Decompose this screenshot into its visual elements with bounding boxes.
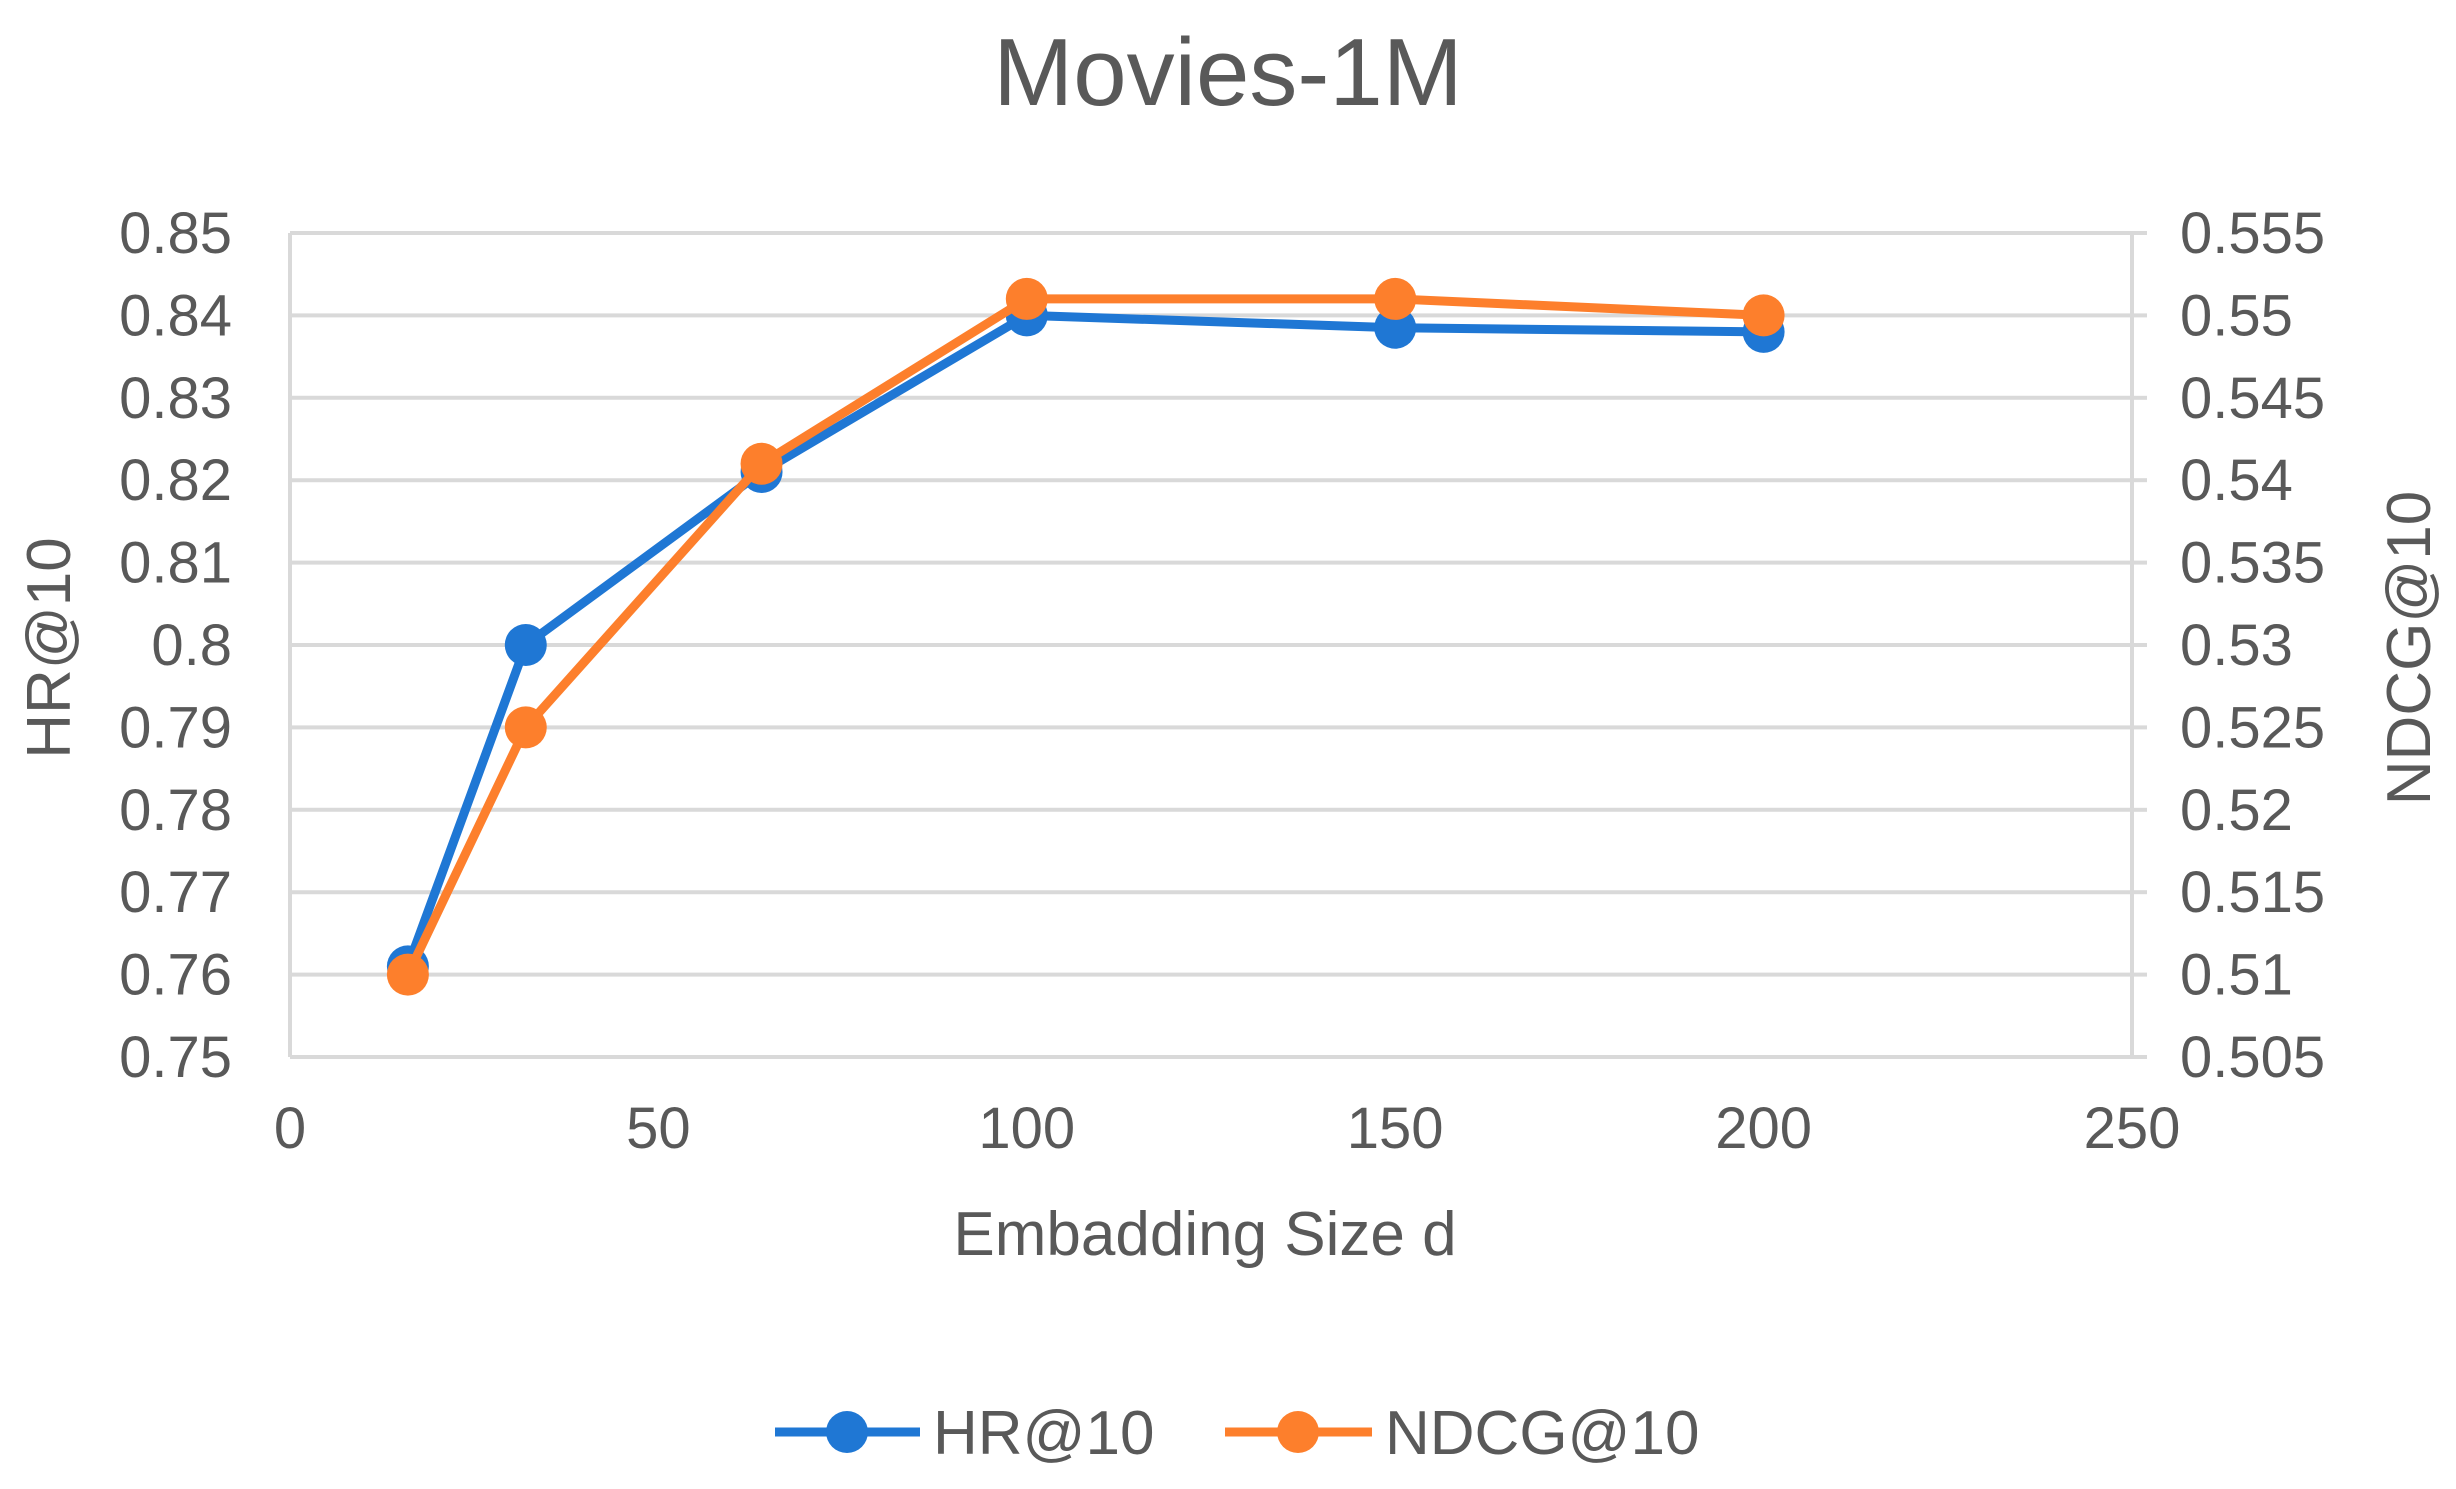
series-lines xyxy=(386,277,1785,996)
left-y-tick-label: 0.78 xyxy=(119,778,232,843)
right-y-axis: 0.505 0.51 0.515 0.52 0.525 0.53 0.535 0.54 0.54… xyxy=(2130,201,2325,1090)
right-y-tick-label: 0.54 xyxy=(2180,448,2293,513)
right-y-tick-label: 0.525 xyxy=(2180,695,2325,760)
left-y-tick-label: 0.79 xyxy=(119,695,232,760)
left-y-tick-label: 0.8 xyxy=(151,613,232,678)
left-y-tick-label: 0.84 xyxy=(119,283,232,348)
left-y-axis-title: HR@10 xyxy=(15,537,84,758)
right-y-tick-label: 0.55 xyxy=(2180,283,2293,348)
left-y-tick-label: 0.83 xyxy=(119,366,232,431)
left-y-tick-label: 0.77 xyxy=(119,860,232,925)
data-point-hr xyxy=(504,624,547,666)
legend-label-ndcg: NDCG@10 xyxy=(1385,1399,1699,1468)
x-tick-label: 150 xyxy=(1347,1096,1444,1161)
series-line-hr xyxy=(403,310,1764,968)
left-y-tick-label: 0.85 xyxy=(119,201,232,266)
legend-marker-ndcg xyxy=(1277,1411,1319,1453)
series-line-ndcg xyxy=(403,294,1764,977)
x-tick-label: 250 xyxy=(2084,1096,2181,1161)
legend-item-hr: HR@10 xyxy=(775,1399,1154,1468)
right-y-tick-label: 0.555 xyxy=(2180,201,2325,266)
x-tick-label: 50 xyxy=(626,1096,691,1161)
right-y-tick-label: 0.51 xyxy=(2180,943,2293,1008)
right-y-axis-title: NDCG@10 xyxy=(2375,491,2444,805)
data-point-hr xyxy=(1374,306,1417,349)
data-point-ndcg xyxy=(386,953,429,996)
legend-label-hr: HR@10 xyxy=(933,1399,1154,1468)
gridlines xyxy=(290,231,2132,1059)
data-point-ndcg xyxy=(1742,294,1785,337)
right-y-tick-label: 0.545 xyxy=(2180,366,2325,431)
chart-title: Movies-1M xyxy=(993,19,1462,126)
data-point-ndcg xyxy=(740,442,783,485)
legend-marker-hr xyxy=(826,1411,868,1453)
left-y-tick-label: 0.82 xyxy=(119,448,232,513)
right-y-tick-label: 0.535 xyxy=(2180,531,2325,596)
x-tick-label: 100 xyxy=(978,1096,1075,1161)
data-point-ndcg xyxy=(1374,277,1417,320)
legend-item-ndcg: NDCG@10 xyxy=(1225,1399,1699,1468)
data-point-ndcg xyxy=(1005,277,1048,320)
left-y-tick-label: 0.75 xyxy=(119,1025,232,1090)
right-y-tick-label: 0.515 xyxy=(2180,860,2325,925)
left-y-tick-label: 0.76 xyxy=(119,943,232,1008)
x-axis-title: Embadding Size d xyxy=(953,1200,1456,1269)
right-y-tick-label: 0.505 xyxy=(2180,1025,2325,1090)
left-y-axis: 0.75 0.76 0.77 0.78 0.79 0.8 0.81 0.82 0.83 0.84 0… xyxy=(119,201,292,1090)
right-y-tick-label: 0.53 xyxy=(2180,613,2293,678)
data-point-ndcg xyxy=(504,706,547,749)
x-tick-label: 200 xyxy=(1715,1096,1812,1161)
legend: HR@10 NDCG@10 xyxy=(775,1399,1699,1468)
left-y-tick-label: 0.81 xyxy=(119,531,232,596)
x-axis: 0 50 100 150 200 250 xyxy=(274,1096,2181,1161)
x-tick-label: 0 xyxy=(274,1096,306,1161)
right-y-tick-label: 0.52 xyxy=(2180,778,2293,843)
